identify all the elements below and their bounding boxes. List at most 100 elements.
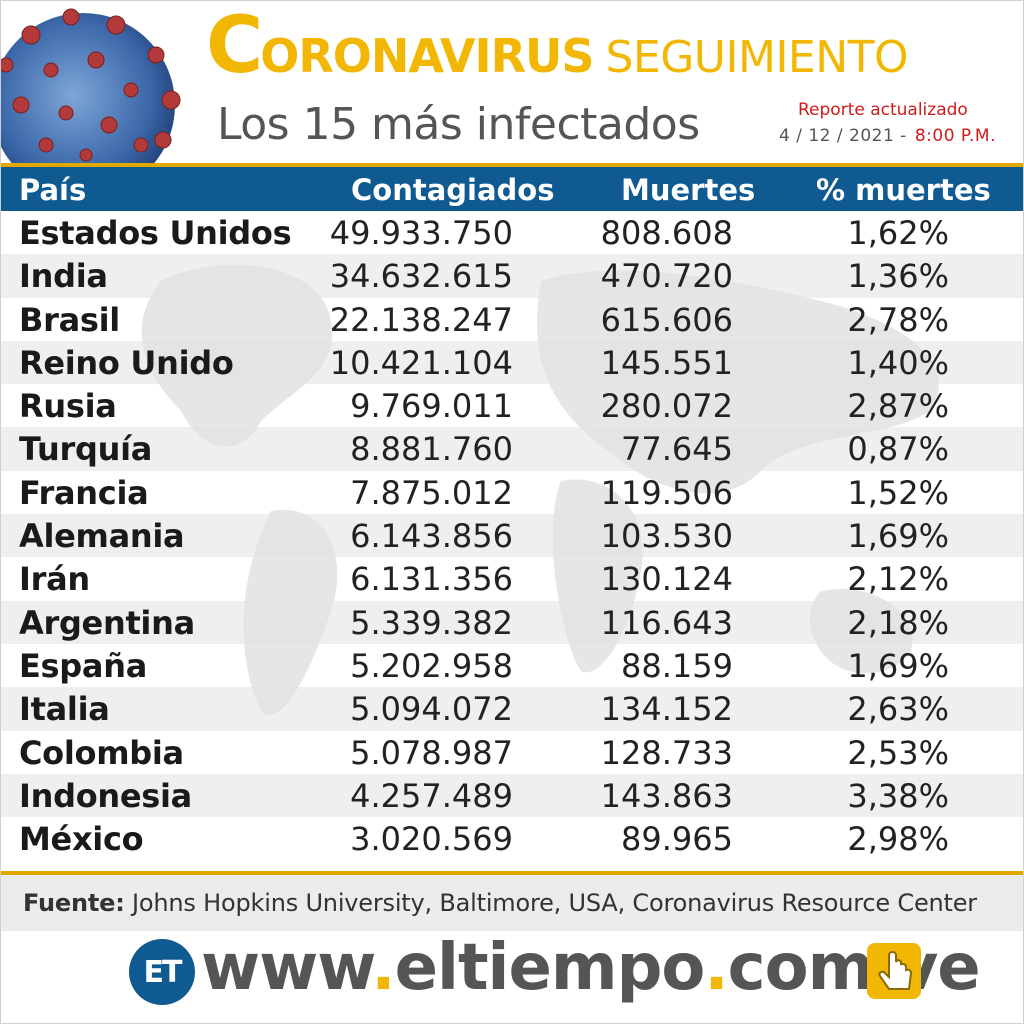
cell-death-rate: 0,87% (847, 430, 949, 469)
source-bar: Fuente: Johns Hopkins University, Baltim… (1, 875, 1023, 931)
cell-cases: 6.143.856 (350, 517, 513, 556)
cell-country: España (19, 646, 147, 685)
cell-death-rate: 2,98% (847, 820, 949, 859)
title-first-letter: C (206, 1, 263, 91)
table-row: Italia 5.094.072 134.152 2,63% (1, 687, 1023, 731)
cell-death-rate: 2,63% (847, 690, 949, 729)
cell-country: México (19, 820, 144, 859)
cell-deaths: 119.506 (600, 473, 733, 512)
table-row: Alemania 6.143.856 103.530 1,69% (1, 514, 1023, 558)
cell-death-rate: 2,53% (847, 733, 949, 772)
title-second-word: SEGUIMIENTO (605, 32, 909, 83)
cell-deaths: 470.720 (600, 257, 733, 296)
virus-illustration (1, 8, 181, 165)
column-header-cases: Contagiados (351, 173, 555, 207)
main-title: CORONAVIRUS SEGUIMIENTO (206, 7, 909, 87)
cell-cases: 5.339.382 (350, 603, 513, 642)
cell-deaths: 134.152 (600, 690, 733, 729)
cell-country: India (19, 257, 108, 296)
cell-country: Alemania (19, 517, 185, 556)
source-label: Fuente: (23, 889, 125, 917)
cell-deaths: 615.606 (600, 300, 733, 339)
cell-death-rate: 1,69% (847, 646, 949, 685)
source-text: Fuente: Johns Hopkins University, Baltim… (23, 889, 977, 917)
table-row: Turquía 8.881.760 77.645 0,87% (1, 427, 1023, 471)
cell-cases: 49.933.750 (329, 214, 513, 252)
column-header-deaths: Muertes (621, 173, 756, 207)
cell-cases: 6.131.356 (350, 560, 513, 599)
cell-death-rate: 3,38% (847, 776, 949, 815)
cell-deaths: 130.124 (600, 560, 733, 599)
cell-cases: 22.138.247 (329, 300, 513, 339)
cell-death-rate: 1,69% (847, 517, 949, 556)
table-body: Estados Unidos 49.933.750 808.608 1,62% Indi… (1, 211, 1023, 860)
url-dot-1: . (371, 931, 395, 1005)
url-com: com (727, 931, 875, 1005)
cell-cases: 7.875.012 (350, 473, 513, 512)
cell-cases: 10.421.104 (329, 343, 513, 382)
table-header: País Contagiados Muertes % muertes (1, 163, 1023, 211)
cell-country: Reino Unido (19, 343, 234, 382)
cell-deaths: 145.551 (600, 343, 733, 382)
cell-cases: 5.078.987 (350, 733, 513, 772)
cell-country: Italia (19, 690, 110, 729)
cell-deaths: 77.645 (621, 430, 733, 469)
website-url[interactable]: www.eltiempo.com.ve (201, 931, 981, 1005)
cell-country: Francia (19, 473, 149, 512)
table-row: Reino Unido 10.421.104 145.551 1,40% (1, 340, 1023, 385)
cell-cases: 34.632.615 (329, 257, 513, 296)
report-date-line: 4 / 12 / 2021 - 8:00 P.M. (779, 126, 996, 146)
cell-country: Estados Unidos (19, 214, 292, 252)
hand-pointer-icon (867, 943, 921, 999)
cell-death-rate: 2,87% (847, 387, 949, 426)
cell-death-rate: 2,18% (847, 603, 949, 642)
column-header-country: País (19, 173, 87, 207)
cell-deaths: 116.643 (600, 603, 733, 642)
report-time: 8:00 P.M. (914, 126, 996, 146)
table-row: Brasil 22.138.247 615.606 2,78% (1, 298, 1023, 341)
cell-deaths: 89.965 (621, 820, 733, 859)
cell-death-rate: 2,78% (847, 300, 949, 339)
table-row: India 34.632.615 470.720 1,36% (1, 254, 1023, 298)
table-row: México 3.020.569 89.965 2,98% (1, 817, 1023, 860)
cell-country: Turquía (19, 430, 153, 469)
source-value: Johns Hopkins University, Baltimore, USA… (132, 889, 977, 917)
cell-country: Rusia (19, 387, 117, 426)
cell-country: Irán (19, 560, 90, 599)
cell-cases: 5.094.072 (350, 690, 513, 729)
cell-deaths: 103.530 (600, 517, 733, 556)
table-row: Indonesia 4.257.489 143.863 3,38% (1, 773, 1023, 818)
cell-deaths: 808.608 (600, 214, 733, 252)
cell-death-rate: 1,52% (847, 473, 949, 512)
subtitle: Los 15 más infectados (217, 99, 700, 150)
column-header-death-rate: % muertes (816, 173, 991, 207)
cell-cases: 5.202.958 (350, 646, 513, 685)
table-row: Rusia 9.769.011 280.072 2,87% (1, 384, 1023, 427)
cell-deaths: 143.863 (600, 776, 733, 815)
url-www: www (201, 931, 372, 1005)
el-tiempo-logo: ET (129, 939, 195, 1005)
cell-deaths: 88.159 (621, 646, 733, 685)
footer-divider (1, 871, 1023, 875)
footer: ET www.eltiempo.com.ve (1, 931, 1023, 1023)
cell-cases: 8.881.760 (350, 430, 513, 469)
cell-cases: 9.769.011 (350, 387, 513, 426)
table-row: Irán 6.131.356 130.124 2,12% (1, 557, 1023, 600)
table-row: Colombia 5.078.987 128.733 2,53% (1, 731, 1023, 774)
cell-country: Brasil (19, 300, 120, 339)
cell-country: Indonesia (19, 776, 192, 815)
cell-death-rate: 1,36% (847, 257, 949, 296)
url-dot-2: . (704, 931, 728, 1005)
cell-death-rate: 1,40% (847, 343, 949, 382)
url-domain: eltiempo (394, 931, 706, 1005)
cell-cases: 3.020.569 (350, 820, 513, 859)
report-label: Reporte actualizado (798, 100, 968, 120)
title-rest: ORONAVIRUS (260, 29, 594, 83)
countries-table: País Contagiados Muertes % muertes Estad… (1, 163, 1023, 860)
cell-country: Argentina (19, 603, 195, 642)
table-row: Argentina 5.339.382 116.643 2,18% (1, 600, 1023, 644)
cell-deaths: 128.733 (600, 733, 733, 772)
cell-deaths: 280.072 (600, 387, 733, 426)
table-row: Francia 7.875.012 119.506 1,52% (1, 471, 1023, 514)
